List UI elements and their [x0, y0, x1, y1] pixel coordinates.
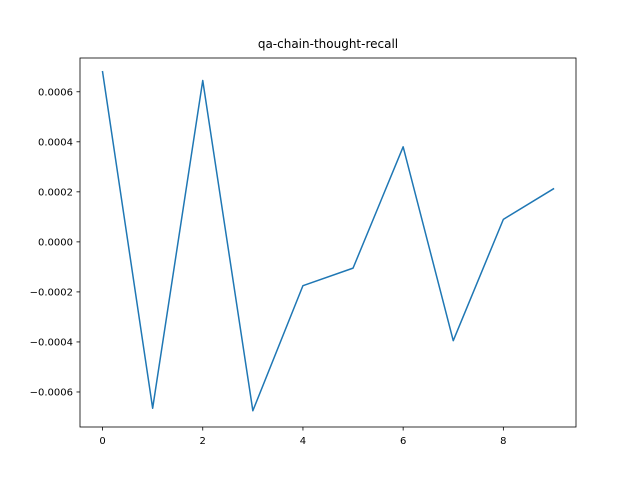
y-tick-label: −0.0006	[30, 387, 73, 398]
y-tick-label: 0.0002	[38, 187, 73, 198]
y-tick-label: 0.0006	[38, 87, 73, 98]
chart-title: qa-chain-thought-recall	[258, 37, 398, 51]
axes-frame	[79, 57, 577, 428]
y-tick-label: −0.0004	[30, 337, 73, 348]
x-tick-label: 0	[99, 436, 105, 447]
x-tick-label: 6	[400, 436, 406, 447]
y-tick-label: −0.0002	[30, 287, 73, 298]
x-tick-label: 4	[300, 436, 306, 447]
x-tick-label: 2	[200, 436, 206, 447]
y-tick-label: 0.0004	[38, 137, 73, 148]
x-tick-label: 8	[500, 436, 506, 447]
y-tick-label: 0.0000	[38, 237, 73, 248]
series-line-0	[101, 70, 555, 412]
plot-area: 0 2 4 6 8 −0.0006 −0.0004 −0.0002 0.0000 0.0002 0.…	[30, 57, 577, 447]
